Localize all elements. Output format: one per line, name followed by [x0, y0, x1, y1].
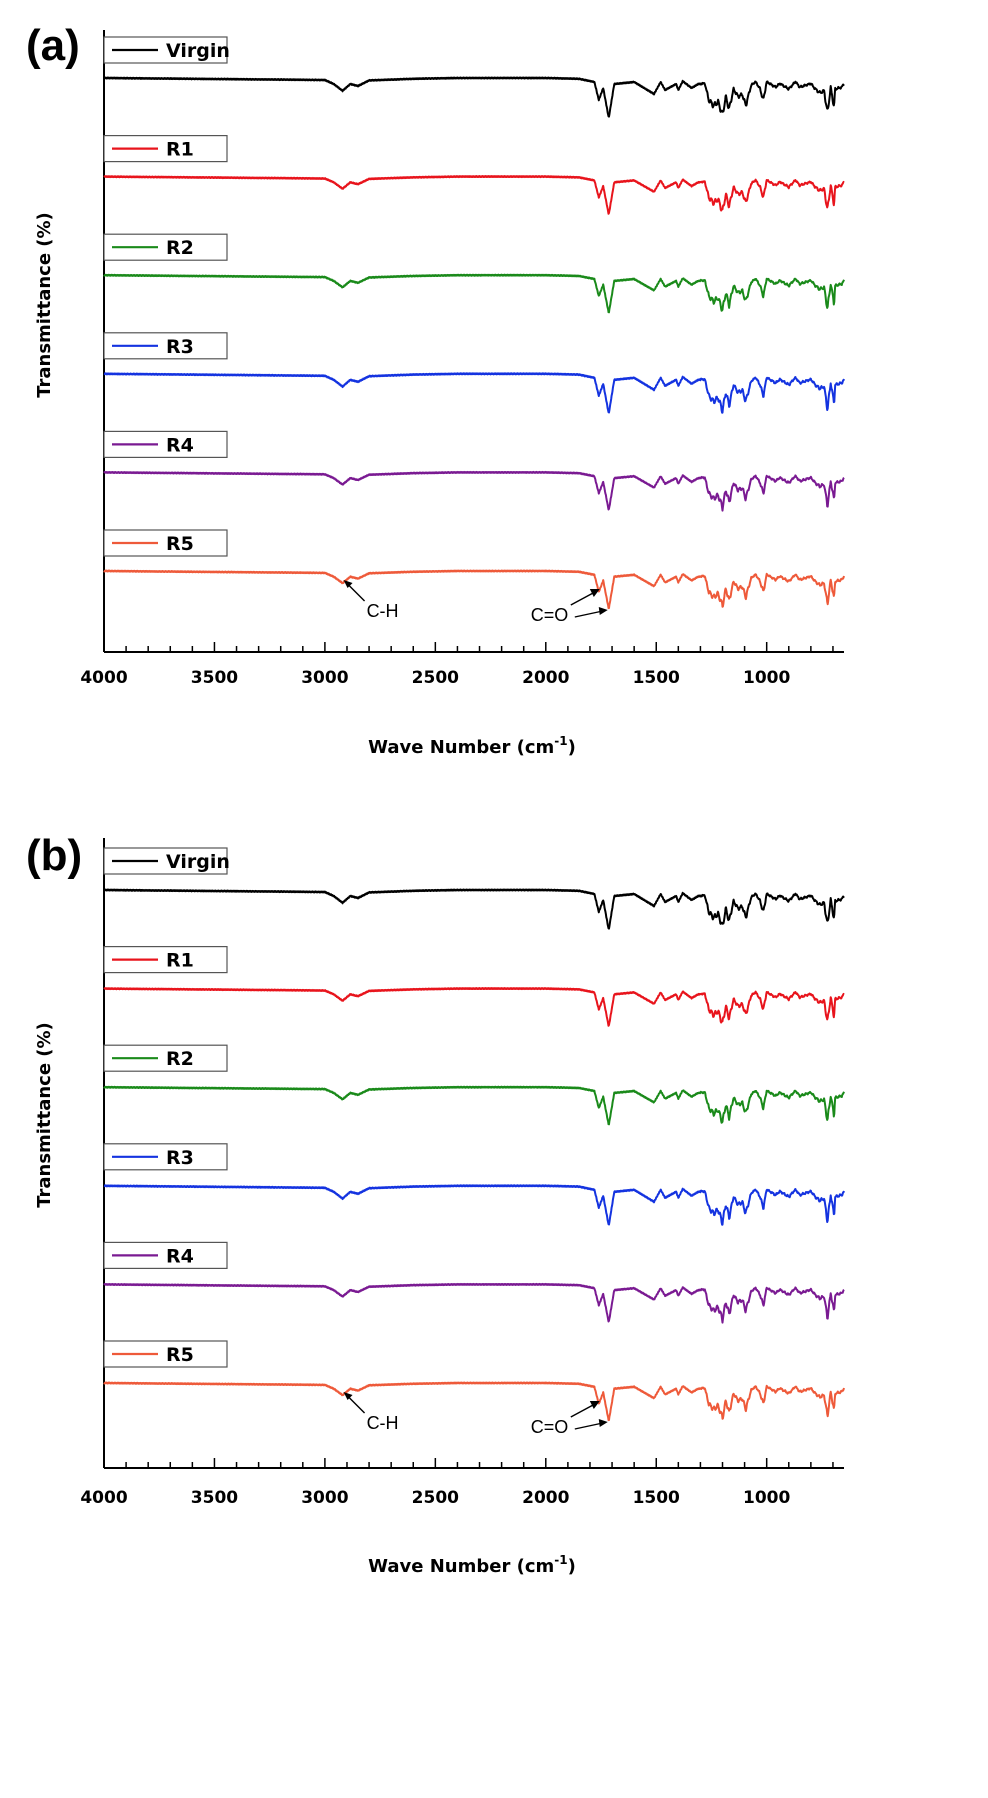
- annotation-arrowhead: [598, 607, 608, 615]
- annotation-c-o: C=O: [531, 589, 608, 625]
- annotation-arrowhead: [343, 580, 353, 588]
- series-line-r2: [103, 1085, 845, 1126]
- legend-r3: R3: [103, 1143, 228, 1171]
- y-axis-title: Transmittance (%): [34, 1022, 55, 1208]
- annotation-c-h: C-H: [343, 580, 399, 621]
- legend-r5: R5: [103, 1340, 228, 1368]
- series-line-r5: [103, 569, 845, 610]
- legend-r4: R4: [103, 430, 228, 458]
- series-line-r2: [103, 273, 845, 314]
- x-tick-label: 4000: [80, 1488, 127, 1508]
- annotation-arrowhead: [589, 589, 600, 597]
- series-line-r4: [103, 470, 845, 512]
- series-line-virgin: [103, 888, 845, 930]
- legend-label: R2: [166, 237, 194, 259]
- legend-label: R1: [166, 950, 194, 972]
- legend-r1: R1: [103, 945, 228, 974]
- legend-virgin: Virgin: [103, 36, 230, 64]
- legend-r3: R3: [103, 332, 228, 360]
- x-tick-label: 1000: [743, 668, 790, 688]
- series-line-r1: [103, 987, 845, 1027]
- series-line-r4: [103, 1282, 845, 1324]
- annotation-arrow: [574, 610, 603, 618]
- annotation-label: C=O: [531, 605, 569, 625]
- x-tick-label: 2000: [522, 1488, 569, 1508]
- annotation-arrowhead: [598, 1419, 608, 1427]
- legend-label: R2: [166, 1048, 194, 1070]
- legend-label: R3: [166, 336, 194, 358]
- x-tick-label: 3000: [301, 1488, 348, 1508]
- legend-label: Virgin: [166, 851, 230, 873]
- x-tick-label: 1500: [633, 668, 680, 688]
- legend-r4: R4: [103, 1241, 228, 1270]
- annotation-label: C-H: [367, 601, 399, 621]
- x-tick-label: 2500: [412, 668, 459, 688]
- annotation-c-o: C=O: [531, 1401, 608, 1437]
- annotation-arrowhead: [589, 1401, 600, 1409]
- legend-virgin: Virgin: [103, 847, 230, 875]
- annotation-label: C-H: [367, 1413, 399, 1433]
- panel-b: (b) 4000 3500 3000 2500 2000 1500 1000 Wave Numb…: [26, 831, 845, 1577]
- legend-label: R1: [166, 139, 194, 161]
- panel-label: (b): [26, 831, 82, 880]
- annotation-arrowhead: [343, 1392, 353, 1400]
- x-tick-label: 2500: [412, 1488, 459, 1508]
- annotation-arrow: [574, 1422, 603, 1430]
- legend-label: R5: [166, 1344, 194, 1366]
- legend-label: R3: [166, 1147, 194, 1169]
- x-tick-label: 1500: [633, 1488, 680, 1508]
- panel-a: (a) 4000 3500 3000 2500 2000 1500 1000 Wave Numb…: [26, 21, 845, 758]
- legend-box: [103, 430, 228, 458]
- series-line-r3: [103, 372, 845, 414]
- legend-label: R5: [166, 533, 194, 555]
- legend-r1: R1: [103, 135, 228, 163]
- panel-label: (a): [26, 21, 80, 70]
- x-tick-label: 1000: [743, 1488, 790, 1508]
- x-tick-label: 3000: [301, 668, 348, 688]
- legend-label: R4: [166, 434, 194, 456]
- legend-r5: R5: [103, 529, 228, 557]
- series-line-r5: [103, 1381, 845, 1422]
- annotation-label: C=O: [531, 1417, 569, 1437]
- x-tick-label: 3500: [191, 1488, 238, 1508]
- legend-label: Virgin: [166, 40, 230, 62]
- x-tick-label: 4000: [80, 668, 127, 688]
- series-line-virgin: [103, 76, 845, 118]
- legend-r2: R2: [103, 1044, 228, 1072]
- x-axis-title: Wave Number (cm-1): [368, 734, 576, 758]
- y-axis-title: Transmittance (%): [34, 212, 55, 398]
- legend-r2: R2: [103, 233, 228, 261]
- x-tick-label: 3500: [191, 668, 238, 688]
- x-axis-title: Wave Number (cm-1): [368, 1553, 576, 1577]
- annotation-c-h: C-H: [343, 1392, 399, 1433]
- series-line-r3: [103, 1184, 845, 1226]
- x-tick-label: 2000: [522, 668, 569, 688]
- series-line-r1: [103, 175, 845, 215]
- legend-label: R4: [166, 1245, 194, 1267]
